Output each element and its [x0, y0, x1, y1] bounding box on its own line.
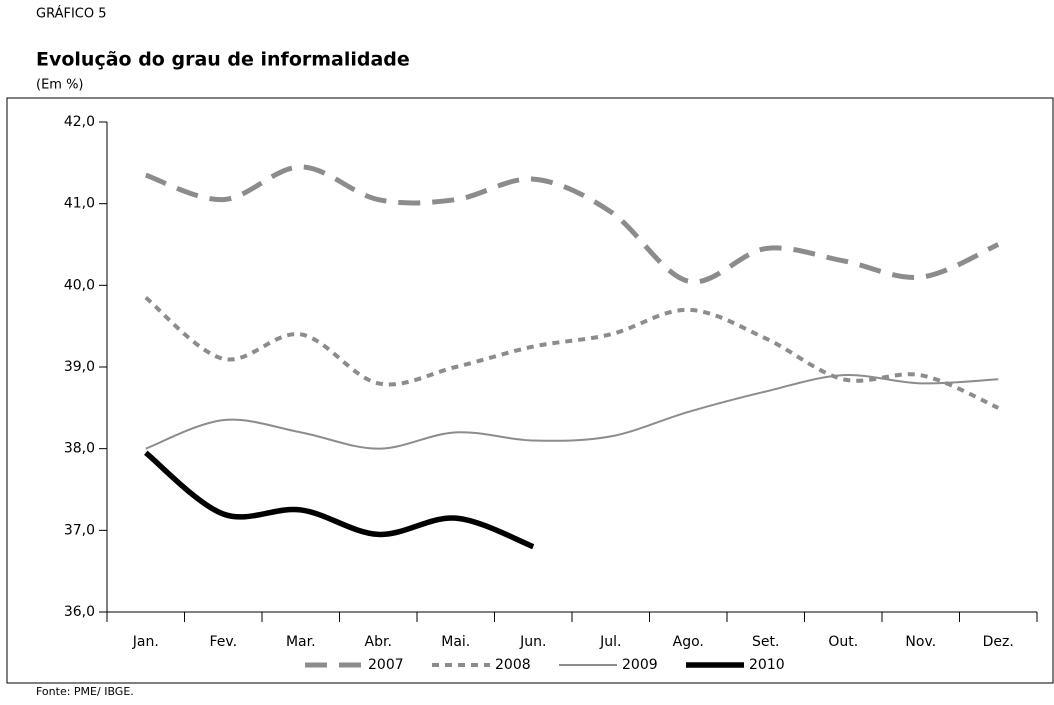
y-tick-label: 40,0 — [64, 277, 95, 293]
chart-subtitle: (Em %) — [36, 78, 84, 93]
x-tick-label: Jun. — [519, 634, 546, 650]
legend-label: 2007 — [368, 657, 404, 673]
x-tick-label: Set. — [752, 634, 779, 650]
x-tick-label: Ago. — [673, 634, 704, 650]
x-tick-label: Mar. — [286, 634, 316, 650]
source-note: Fonte: PME/ IBGE. — [36, 685, 134, 698]
x-tick-label: Jan. — [132, 634, 159, 650]
x-tick-label: Mai. — [441, 634, 470, 650]
x-tick-label: Jul. — [599, 634, 621, 650]
x-tick-label: Nov. — [905, 634, 936, 650]
legend-label: 2010 — [749, 657, 785, 673]
series-line — [144, 296, 1000, 410]
series-line — [144, 450, 535, 550]
x-tick-label: Fev. — [209, 634, 237, 650]
y-tick-label: 38,0 — [64, 441, 95, 457]
legend-label: 2008 — [495, 657, 531, 673]
x-tick-label: Dez. — [983, 634, 1014, 650]
series-line — [145, 374, 999, 450]
y-tick-label: 39,0 — [64, 359, 95, 375]
legend-label: 2009 — [622, 657, 658, 673]
y-tick-label: 36,0 — [64, 604, 95, 620]
y-tick-label: 37,0 — [64, 522, 95, 538]
x-tick-label: Abr. — [365, 634, 392, 650]
chart-label: GRÁFICO 5 — [36, 6, 107, 22]
series-line — [144, 164, 1000, 285]
chart-frame — [6, 97, 1054, 684]
x-tick-label: Out. — [828, 634, 858, 650]
chart-title: Evolução do grau de informalidade — [36, 49, 410, 71]
y-tick-label: 42,0 — [64, 114, 95, 130]
y-tick-label: 41,0 — [64, 196, 95, 212]
